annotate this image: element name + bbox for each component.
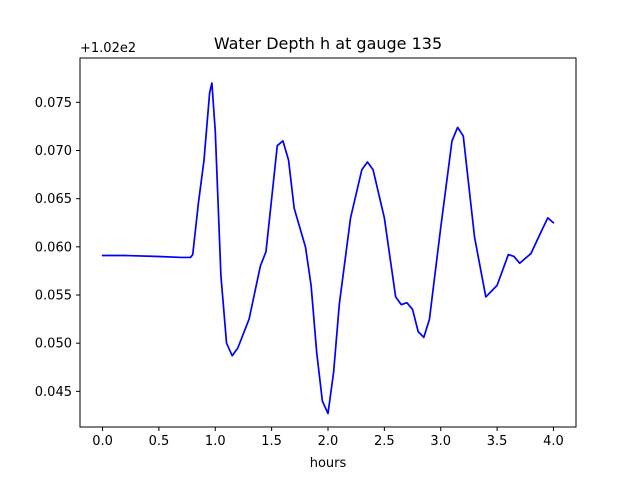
y-tick-label: 0.055 xyxy=(35,289,72,304)
y-offset-label: +1.02e2 xyxy=(80,41,136,56)
y-tick-label: 0.070 xyxy=(35,144,72,159)
series-line xyxy=(101,82,555,415)
x-tick-label: 2.5 xyxy=(374,434,395,449)
plot-area xyxy=(101,82,555,415)
x-axis-label: hours xyxy=(310,456,347,471)
y-axis: 0.045 0.050 0.055 0.060 0.065 0.070 0.075 xyxy=(35,96,80,400)
x-tick-label: 0.0 xyxy=(92,434,113,449)
x-tick-label: 4.0 xyxy=(543,434,564,449)
x-tick-label: 3.0 xyxy=(430,434,451,449)
x-tick-label: 1.0 xyxy=(205,434,226,449)
y-tick-label: 0.065 xyxy=(35,192,72,207)
x-tick-label: 0.5 xyxy=(149,434,170,449)
y-tick-label: 0.075 xyxy=(35,96,72,111)
y-tick-label: 0.050 xyxy=(35,337,72,352)
y-tick-label: 0.045 xyxy=(35,385,72,400)
y-tick-label: 0.060 xyxy=(35,240,72,255)
chart-title: Water Depth h at gauge 135 xyxy=(214,34,442,53)
x-tick-label: 1.5 xyxy=(261,434,282,449)
x-tick-label: 2.0 xyxy=(318,434,339,449)
x-axis: 0.0 0.5 1.0 1.5 2.0 2.5 3.0 3.5 4.0 xyxy=(92,427,564,449)
x-tick-label: 3.5 xyxy=(487,434,508,449)
